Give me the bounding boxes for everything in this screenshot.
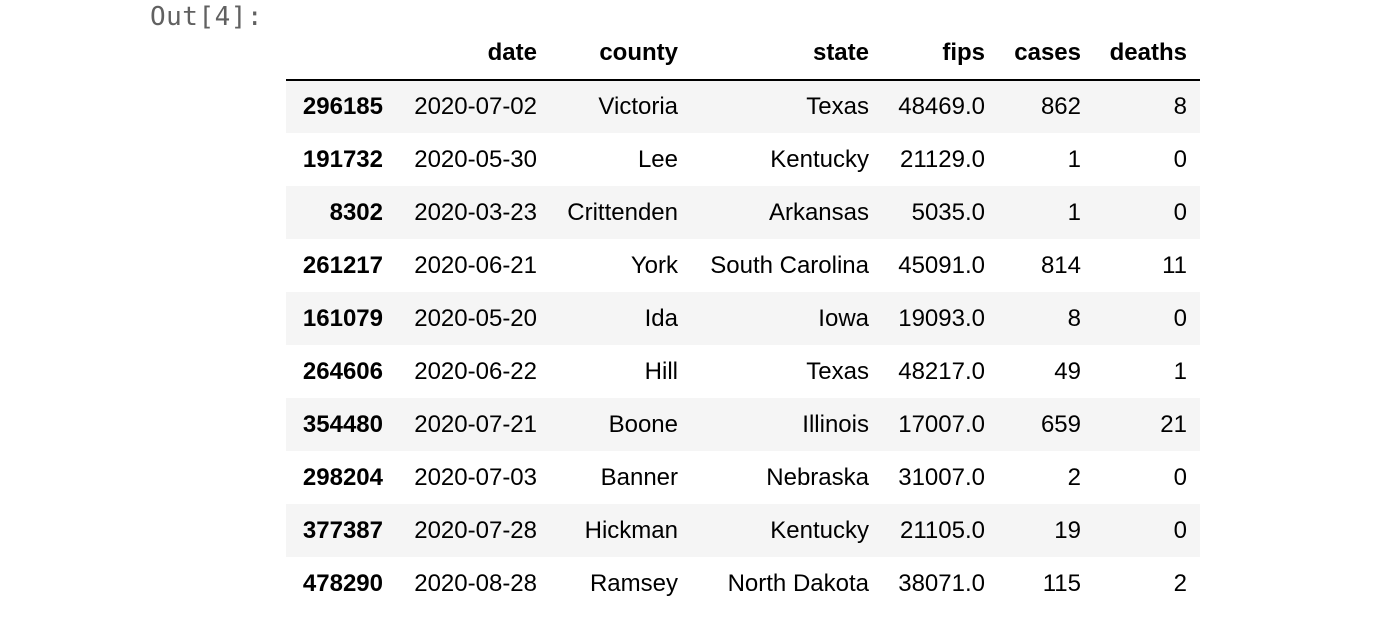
row-index: 478290 (302, 569, 383, 597)
cell-cases: 814 (1040, 251, 1081, 279)
cell-cases: 862 (1040, 93, 1081, 120)
cell-date: 2020-07-28 (414, 516, 537, 544)
table-row: 161079 2020-05-20 Ida Iowa 19093.0 8 0 (286, 292, 1200, 345)
cell-state: Kentucky (770, 516, 869, 544)
header-deaths: deaths (1094, 26, 1200, 81)
header-cases: cases (998, 26, 1094, 81)
cell-date: 2020-03-23 (414, 198, 537, 226)
dataframe-table: date county state fips cases deaths 2961… (286, 26, 1200, 610)
cell-date: 2020-05-20 (414, 304, 537, 332)
cell-county: Hill (644, 357, 678, 385)
cell-cases: 8 (1067, 304, 1081, 332)
cell-state: Texas (806, 357, 869, 385)
cell-date: 2020-06-22 (414, 357, 537, 385)
cell-cases: 2 (1067, 463, 1081, 491)
cell-state: Arkansas (768, 198, 869, 226)
table-row: 261217 2020-06-21 York South Carolina 45… (286, 239, 1200, 292)
row-index: 8302 (329, 198, 383, 226)
cell-fips: 21129.0 (900, 145, 985, 173)
cell-deaths: 0 (1173, 463, 1187, 491)
cell-cases: 19 (1054, 516, 1081, 544)
output-prompt: Out[4]: (150, 2, 264, 32)
cell-deaths: 21 (1160, 410, 1187, 438)
cell-cases: 659 (1040, 410, 1081, 438)
cell-cases: 1 (1067, 198, 1081, 226)
row-index: 377387 (302, 516, 383, 544)
cell-county: Lee (637, 145, 678, 173)
table-row: 478290 2020-08-28 Ramsey North Dakota 38… (286, 557, 1200, 610)
table-row: 264606 2020-06-22 Hill Texas 48217.0 49 … (286, 345, 1200, 398)
table-row: 298204 2020-07-03 Banner Nebraska 31007.… (286, 451, 1200, 504)
cell-state: Iowa (818, 304, 869, 332)
cell-fips: 48217.0 (898, 357, 985, 385)
header-index (286, 26, 396, 81)
cell-fips: 5035.0 (911, 198, 985, 226)
header-fips: fips (882, 26, 998, 81)
cell-fips: 38071.0 (898, 569, 985, 597)
cell-cases: 115 (1042, 569, 1081, 597)
cell-deaths: 11 (1162, 251, 1187, 279)
cell-fips: 21105.0 (900, 516, 985, 544)
row-index: 261217 (302, 251, 383, 279)
table-row: 296185 2020-07-02 Victoria Texas 48469.0… (286, 80, 1200, 133)
row-index: 354480 (302, 410, 383, 438)
cell-county: Banner (600, 463, 678, 491)
table-header-row: date county state fips cases deaths (286, 26, 1200, 81)
row-index: 161079 (302, 304, 383, 332)
cell-county: Ida (644, 304, 678, 332)
header-county: county (550, 26, 691, 81)
cell-fips: 19093.0 (898, 304, 985, 332)
cell-state: North Dakota (727, 569, 869, 597)
cell-fips: 45091.0 (898, 251, 985, 279)
cell-date: 2020-08-28 (414, 569, 537, 597)
cell-state: Illinois (802, 410, 869, 438)
cell-deaths: 1 (1173, 357, 1187, 385)
cell-county: Hickman (584, 516, 678, 544)
cell-date: 2020-07-21 (414, 410, 537, 438)
table-row: 377387 2020-07-28 Hickman Kentucky 21105… (286, 504, 1200, 557)
row-index: 191732 (302, 145, 383, 173)
cell-state: South Carolina (710, 251, 869, 279)
cell-cases: 1 (1067, 145, 1081, 173)
cell-date: 2020-06-21 (414, 251, 537, 279)
cell-fips: 17007.0 (898, 410, 985, 438)
cell-date: 2020-07-02 (414, 93, 537, 120)
cell-county: Ramsey (589, 569, 678, 597)
cell-date: 2020-05-30 (414, 145, 537, 173)
cell-state: Kentucky (770, 145, 869, 173)
cell-deaths: 2 (1173, 569, 1187, 597)
table-row: 8302 2020-03-23 Crittenden Arkansas 5035… (286, 186, 1200, 239)
cell-deaths: 0 (1173, 198, 1187, 226)
cell-state: Nebraska (766, 463, 869, 491)
cell-date: 2020-07-03 (414, 463, 537, 491)
cell-deaths: 0 (1173, 145, 1187, 173)
cell-deaths: 0 (1173, 516, 1187, 544)
cell-state: Texas (806, 93, 869, 120)
cell-county: Victoria (598, 93, 678, 120)
cell-county: Boone (608, 410, 678, 438)
cell-fips: 31007.0 (898, 463, 985, 491)
cell-county: Crittenden (567, 198, 678, 226)
cell-deaths: 8 (1173, 93, 1187, 120)
row-index: 264606 (302, 357, 383, 385)
header-date: date (396, 26, 550, 81)
row-index: 296185 (302, 93, 383, 120)
cell-county: York (630, 251, 678, 279)
header-state: state (691, 26, 882, 81)
dataframe-output: date county state fips cases deaths 2961… (286, 26, 1200, 610)
row-index: 298204 (302, 463, 383, 491)
cell-cases: 49 (1054, 357, 1081, 385)
table-row: 354480 2020-07-21 Boone Illinois 17007.0… (286, 398, 1200, 451)
cell-fips: 48469.0 (898, 93, 985, 120)
cell-deaths: 0 (1173, 304, 1187, 332)
table-row: 191732 2020-05-30 Lee Kentucky 21129.0 1… (286, 133, 1200, 186)
